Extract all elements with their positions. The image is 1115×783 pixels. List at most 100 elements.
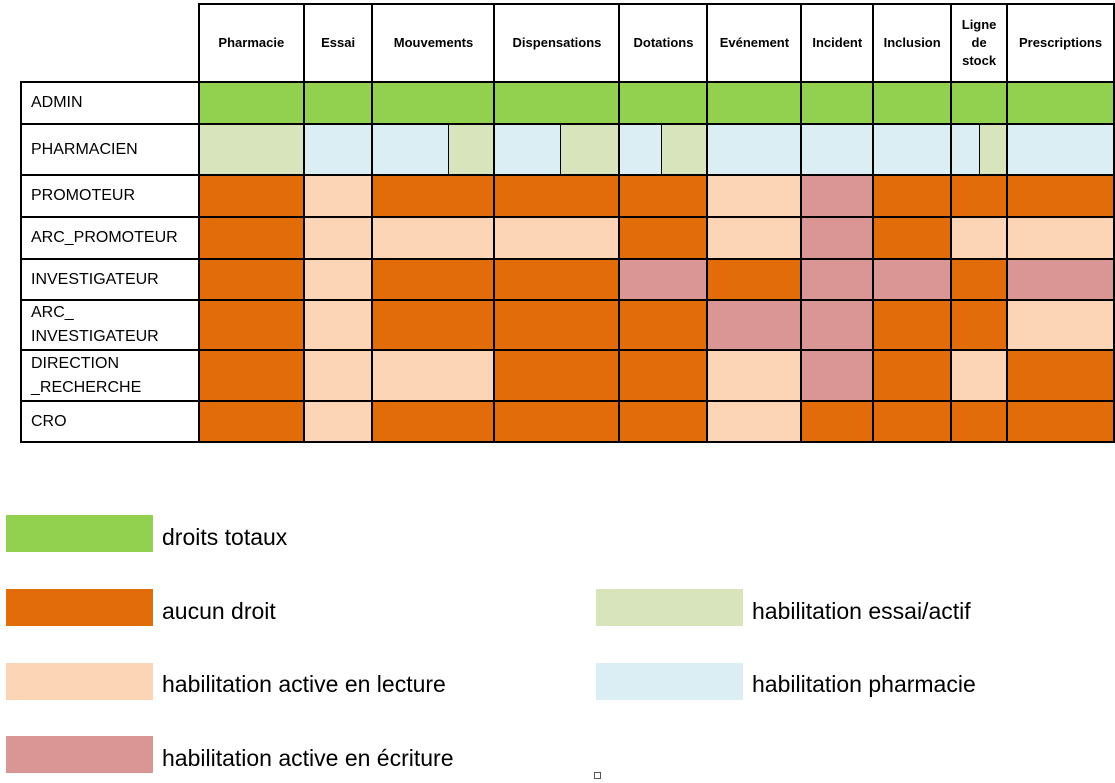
column-header: Essai	[302, 3, 374, 83]
permission-subcell-essai	[979, 125, 1007, 174]
legend-swatch-none	[6, 589, 153, 626]
permission-subcell-pharma	[495, 125, 561, 174]
permission-cell-read	[706, 400, 803, 443]
legend-label-write: habilitation active en écriture	[162, 745, 454, 771]
legend-label-essai: habilitation essai/actif	[752, 598, 971, 624]
permission-cell-pharma	[800, 123, 875, 176]
column-header-text: Dotations	[633, 35, 694, 50]
rights-matrix: Pharmacie Essai Mouvements Dispensations Dot…	[20, 3, 1115, 443]
permission-split	[952, 125, 1007, 174]
permission-cell-total	[1006, 81, 1115, 125]
permission-cell-none	[371, 174, 496, 218]
column-header: Inclusion	[872, 3, 953, 83]
table-row: PHARMACIEN	[20, 123, 1115, 176]
column-header-text: de	[971, 35, 987, 50]
corner-cell	[21, 4, 200, 83]
permission-cell-none	[706, 258, 803, 301]
row-label-text: INVESTIGATEUR	[31, 328, 159, 345]
header-row: Pharmacie Essai Mouvements Dispensations Dot…	[21, 3, 1115, 83]
permission-cell-read	[950, 349, 1009, 402]
resize-handle[interactable]	[594, 772, 601, 779]
permission-cell-total	[493, 81, 621, 125]
permission-subcell-essai	[560, 125, 619, 174]
column-header: Evénement	[706, 3, 803, 83]
permission-cell-essai	[197, 123, 305, 176]
table-row: PROMOTEUR	[20, 174, 1115, 218]
permission-cell-pharma	[302, 123, 374, 176]
permission-cell-read	[493, 216, 621, 260]
permission-cell-read	[302, 174, 374, 218]
permission-cell-read	[302, 349, 374, 402]
table-row: ARC_ INVESTIGATEUR	[20, 299, 1115, 351]
column-header: Incident	[800, 3, 875, 83]
column-header-text: Prescriptions	[1019, 35, 1103, 50]
permission-cell-total	[800, 81, 875, 125]
permission-cell-total	[872, 81, 953, 125]
permission-cell-read	[302, 299, 374, 351]
legend-label-read: habilitation active en lecture	[162, 671, 446, 697]
row-label: INVESTIGATEUR	[20, 258, 200, 301]
permission-cell-total	[706, 81, 803, 125]
permission-cell-total	[371, 81, 496, 125]
permission-cell-read	[706, 349, 803, 402]
row-label-text: PHARMACIEN	[31, 140, 138, 158]
permission-cell-none	[872, 216, 953, 260]
legend-swatch-pharma	[596, 663, 743, 700]
table-row: CRO	[20, 400, 1115, 443]
row-label: ADMIN	[20, 81, 200, 125]
permission-cell-total	[197, 81, 305, 125]
permission-cell-pharma	[1006, 123, 1115, 176]
column-header: Dotations	[618, 3, 709, 83]
permission-cell-write	[800, 174, 875, 218]
permission-cell-none	[618, 216, 709, 260]
row-label-text: CRO	[31, 412, 67, 430]
permission-cell-total	[302, 81, 374, 125]
row-label: ARC_PROMOTEUR	[20, 216, 200, 260]
legend-label-none: aucun droit	[162, 598, 276, 624]
row-label: CRO	[20, 400, 200, 443]
permission-cell-read	[1006, 299, 1115, 351]
table-row: DIRECTION _RECHERCHE	[20, 349, 1115, 402]
legend-swatch-total	[6, 515, 153, 552]
column-header-text: Essai	[321, 35, 356, 50]
row-label: PROMOTEUR	[20, 174, 200, 218]
column-header: Prescriptions	[1006, 3, 1115, 83]
permission-cell-read	[706, 174, 803, 218]
permission-cell-read	[302, 400, 374, 443]
permission-cell-none	[197, 174, 305, 218]
permission-cell-none	[1006, 174, 1115, 218]
column-header: Dispensations	[493, 3, 621, 83]
permission-split	[620, 125, 707, 174]
permission-cell-none	[800, 400, 875, 443]
permission-cell-none	[618, 349, 709, 402]
permission-cell-read	[302, 258, 374, 301]
table-row: ADMIN	[20, 81, 1115, 125]
permission-cell-none	[197, 400, 305, 443]
permission-cell-none	[493, 174, 621, 218]
row-label: DIRECTION _RECHERCHE	[20, 349, 200, 402]
permission-cell-none	[618, 400, 709, 443]
permission-cell-none	[197, 216, 305, 260]
permission-cell-none	[1006, 400, 1115, 443]
permission-cell-none	[493, 349, 621, 402]
legend-label-pharma: habilitation pharmacie	[752, 671, 976, 697]
permission-subcell-essai	[448, 125, 494, 174]
row-label-text: _RECHERCHE	[31, 378, 142, 396]
permission-cell-none	[872, 174, 953, 218]
permission-cell-none	[371, 299, 496, 351]
column-header-text: stock	[962, 53, 997, 68]
permission-cell-none	[371, 400, 496, 443]
column-header-text: Evénement	[719, 35, 790, 50]
table-row: ARC_PROMOTEUR	[20, 216, 1115, 260]
legend-swatch-essai	[596, 589, 743, 626]
column-header-text: Incident	[812, 35, 863, 50]
row-label-text: ARC_PROMOTEUR	[31, 229, 178, 246]
table-row: INVESTIGATEUR	[20, 258, 1115, 301]
permission-subcell-pharma	[952, 125, 980, 174]
permission-cell-split	[371, 123, 496, 176]
permission-cell-total	[618, 81, 709, 125]
permission-cell-write	[800, 299, 875, 351]
permission-cell-split	[493, 123, 621, 176]
permission-cell-split	[618, 123, 709, 176]
permission-cell-none	[493, 299, 621, 351]
